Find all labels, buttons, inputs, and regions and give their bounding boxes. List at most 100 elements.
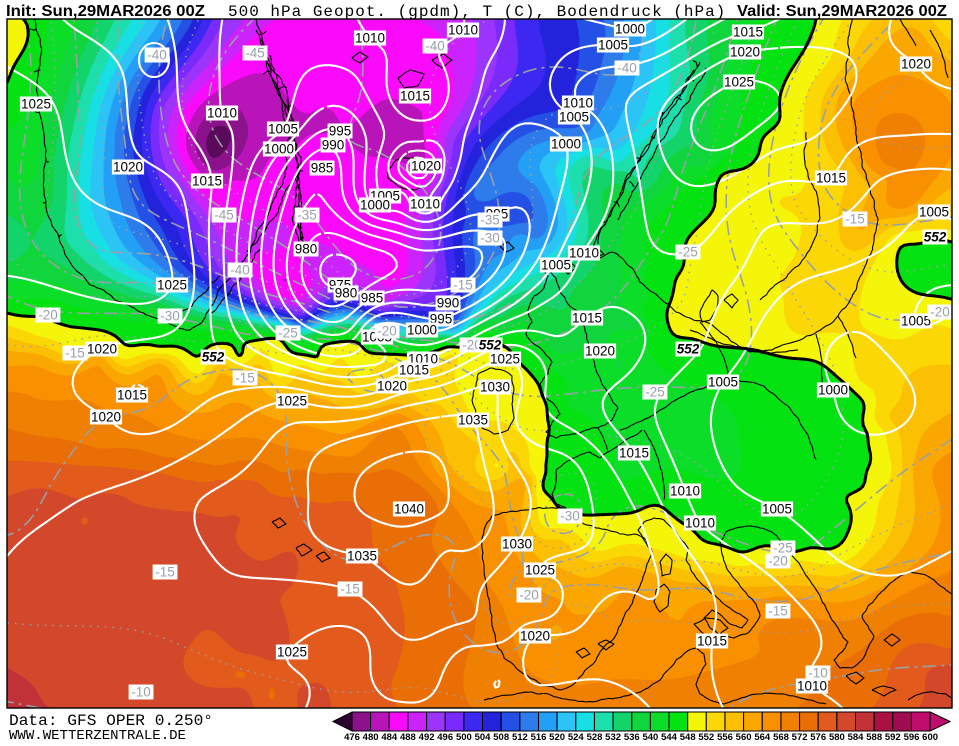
svg-text:512: 512 (512, 732, 528, 741)
svg-text:476: 476 (344, 732, 360, 741)
svg-text:1000: 1000 (407, 322, 437, 337)
svg-text:Init: Sun,29MAR2026 00Z: Init: Sun,29MAR2026 00Z (6, 3, 205, 20)
svg-text:1010: 1010 (569, 245, 599, 260)
svg-text:548: 548 (680, 732, 696, 741)
svg-text:-20: -20 (519, 587, 539, 602)
svg-text:1000: 1000 (264, 141, 294, 156)
svg-text:1020: 1020 (520, 628, 550, 643)
svg-text:1025: 1025 (21, 96, 51, 111)
svg-text:552: 552 (924, 229, 947, 244)
svg-text:-15: -15 (235, 370, 255, 385)
svg-text:-35: -35 (480, 212, 500, 227)
svg-text:1020: 1020 (730, 44, 760, 59)
svg-text:-40: -40 (425, 38, 445, 53)
svg-text:-15: -15 (65, 345, 85, 360)
svg-text:568: 568 (773, 732, 789, 741)
svg-text:1015: 1015 (117, 387, 147, 402)
svg-text:552: 552 (202, 349, 225, 364)
svg-text:544: 544 (661, 732, 678, 741)
svg-text:524: 524 (568, 732, 585, 741)
svg-text:500 hPa Geopot. (gpdm), T (C),: 500 hPa Geopot. (gpdm), T (C), Bodendruc… (228, 3, 726, 21)
svg-text:1020: 1020 (901, 56, 931, 71)
svg-text:484: 484 (381, 732, 398, 741)
svg-text:-25: -25 (278, 325, 298, 340)
svg-text:1010: 1010 (355, 30, 385, 45)
svg-text:564: 564 (754, 732, 771, 741)
svg-text:WWW.WETTERZENTRALE.DE: WWW.WETTERZENTRALE.DE (9, 729, 186, 741)
svg-text:1025: 1025 (490, 351, 520, 366)
svg-text:1005: 1005 (901, 313, 931, 328)
svg-text:1005: 1005 (541, 257, 571, 272)
svg-text:1025: 1025 (277, 644, 307, 659)
svg-text:552: 552 (677, 341, 700, 356)
svg-text:980: 980 (335, 285, 358, 300)
svg-text:1015: 1015 (192, 173, 222, 188)
svg-text:1000: 1000 (360, 197, 390, 212)
svg-text:1035: 1035 (347, 548, 377, 563)
svg-text:576: 576 (810, 732, 826, 741)
svg-text:1020: 1020 (411, 158, 441, 173)
svg-text:-20: -20 (462, 337, 482, 352)
svg-text:1010: 1010 (685, 515, 715, 530)
svg-text:528: 528 (587, 732, 603, 741)
svg-text:1000: 1000 (551, 136, 581, 151)
svg-text:1015: 1015 (619, 445, 649, 460)
svg-text:-30: -30 (160, 308, 180, 323)
svg-text:-35: -35 (297, 207, 317, 222)
svg-text:-10: -10 (808, 665, 828, 680)
svg-text:Data: GFS OPER 0.250°: Data: GFS OPER 0.250° (9, 712, 213, 730)
svg-text:540: 540 (642, 732, 658, 741)
svg-text:-20: -20 (768, 553, 788, 568)
svg-text:588: 588 (866, 732, 882, 741)
svg-text:-30: -30 (480, 230, 500, 245)
svg-text:560: 560 (736, 732, 752, 741)
svg-text:488: 488 (400, 732, 416, 741)
svg-text:1020: 1020 (585, 343, 615, 358)
svg-text:600: 600 (922, 732, 938, 741)
svg-text:-40: -40 (617, 60, 637, 75)
svg-text:1025: 1025 (277, 393, 307, 408)
svg-text:-45: -45 (245, 45, 265, 60)
svg-text:1005: 1005 (919, 204, 949, 219)
svg-text:552: 552 (479, 337, 502, 352)
svg-text:990: 990 (322, 137, 345, 152)
svg-text:1020: 1020 (377, 378, 407, 393)
svg-text:-15: -15 (453, 277, 473, 292)
svg-text:520: 520 (549, 732, 565, 741)
svg-text:1040: 1040 (394, 501, 424, 516)
svg-text:496: 496 (437, 732, 453, 741)
svg-text:1025: 1025 (525, 562, 555, 577)
svg-text:-25: -25 (645, 384, 665, 399)
svg-text:-20: -20 (38, 307, 58, 322)
svg-text:1030: 1030 (502, 536, 532, 551)
svg-text:-15: -15 (340, 581, 360, 596)
svg-text:480: 480 (363, 732, 379, 741)
svg-text:985: 985 (361, 290, 384, 305)
svg-text:1015: 1015 (816, 170, 846, 185)
svg-text:500: 500 (456, 732, 472, 741)
svg-text:596: 596 (904, 732, 920, 741)
svg-text:1015: 1015 (697, 633, 727, 648)
svg-text:-30: -30 (560, 508, 580, 523)
svg-text:-20: -20 (930, 304, 950, 319)
svg-text:1005: 1005 (559, 109, 589, 124)
svg-text:1025: 1025 (157, 277, 187, 292)
svg-text:592: 592 (885, 732, 901, 741)
svg-text:-15: -15 (155, 564, 175, 579)
svg-text:1005: 1005 (268, 121, 298, 136)
svg-text:980: 980 (295, 241, 318, 256)
svg-text:504: 504 (475, 732, 492, 741)
svg-text:508: 508 (493, 732, 509, 741)
svg-text:556: 556 (717, 732, 733, 741)
svg-text:1020: 1020 (87, 341, 117, 356)
svg-text:1030: 1030 (480, 379, 510, 394)
svg-text:985: 985 (311, 160, 334, 175)
svg-text:-40: -40 (230, 262, 250, 277)
svg-text:1005: 1005 (762, 501, 792, 516)
svg-text:-45: -45 (214, 207, 234, 222)
svg-text:1010: 1010 (670, 483, 700, 498)
svg-text:492: 492 (419, 732, 435, 741)
svg-text:552: 552 (698, 732, 714, 741)
svg-text:-25: -25 (773, 540, 793, 555)
svg-text:1010: 1010 (563, 95, 593, 110)
